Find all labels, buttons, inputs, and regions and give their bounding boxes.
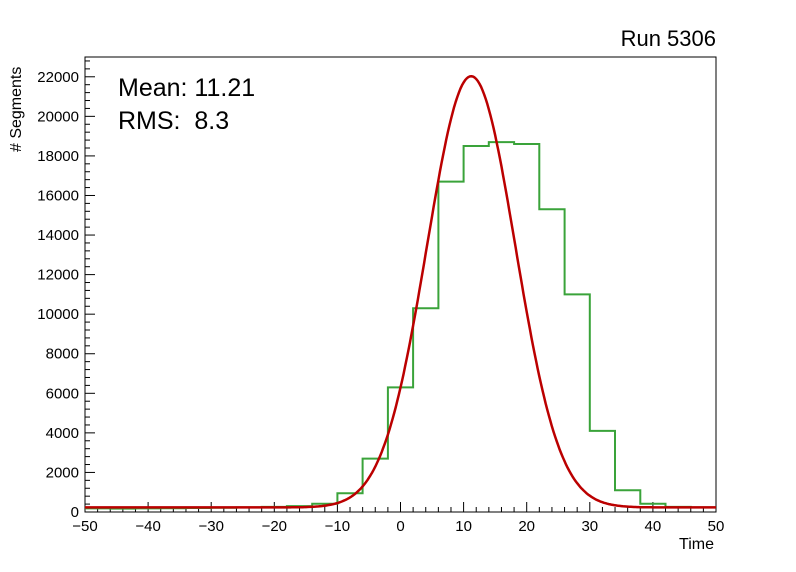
y-tick-label: 0 [71, 504, 79, 521]
y-tick-label: 20000 [37, 108, 79, 125]
histogram-line [85, 141, 716, 510]
plot-title: Run 5306 [620, 26, 716, 51]
x-tick-label: 20 [518, 518, 535, 535]
x-tick-label: −10 [325, 518, 350, 535]
y-tick-label: 18000 [37, 148, 79, 165]
x-tick-label: 50 [708, 518, 725, 535]
x-tick-label: 0 [396, 518, 404, 535]
y-tick-label: 4000 [46, 425, 79, 442]
x-tick-label: 10 [455, 518, 472, 535]
stat-mean: Mean: 11.21 [118, 74, 256, 102]
x-tick-label: 40 [645, 518, 662, 535]
x-tick-label: −40 [135, 518, 160, 535]
x-tick-label: −50 [72, 518, 97, 535]
x-tick-label: −20 [262, 518, 287, 535]
stats-box: Mean: 11.21 RMS: 8.3 [118, 72, 255, 138]
x-tick-label: 30 [581, 518, 598, 535]
y-tick-label: 22000 [37, 69, 79, 86]
y-tick-label: 14000 [37, 227, 79, 244]
stat-rms: RMS: 8.3 [118, 107, 230, 135]
y-tick-label: 16000 [37, 187, 79, 204]
y-tick-label: 2000 [46, 464, 79, 481]
y-tick-label: 10000 [37, 306, 79, 323]
y-tick-label: 12000 [37, 267, 79, 284]
y-tick-label: 8000 [46, 346, 79, 363]
y-tick-label: 6000 [46, 385, 79, 402]
y-axis-title: # Segments [8, 66, 25, 152]
fit-curve [85, 74, 716, 509]
x-axis-title: Time [679, 536, 714, 553]
x-tick-label: −30 [198, 518, 223, 535]
